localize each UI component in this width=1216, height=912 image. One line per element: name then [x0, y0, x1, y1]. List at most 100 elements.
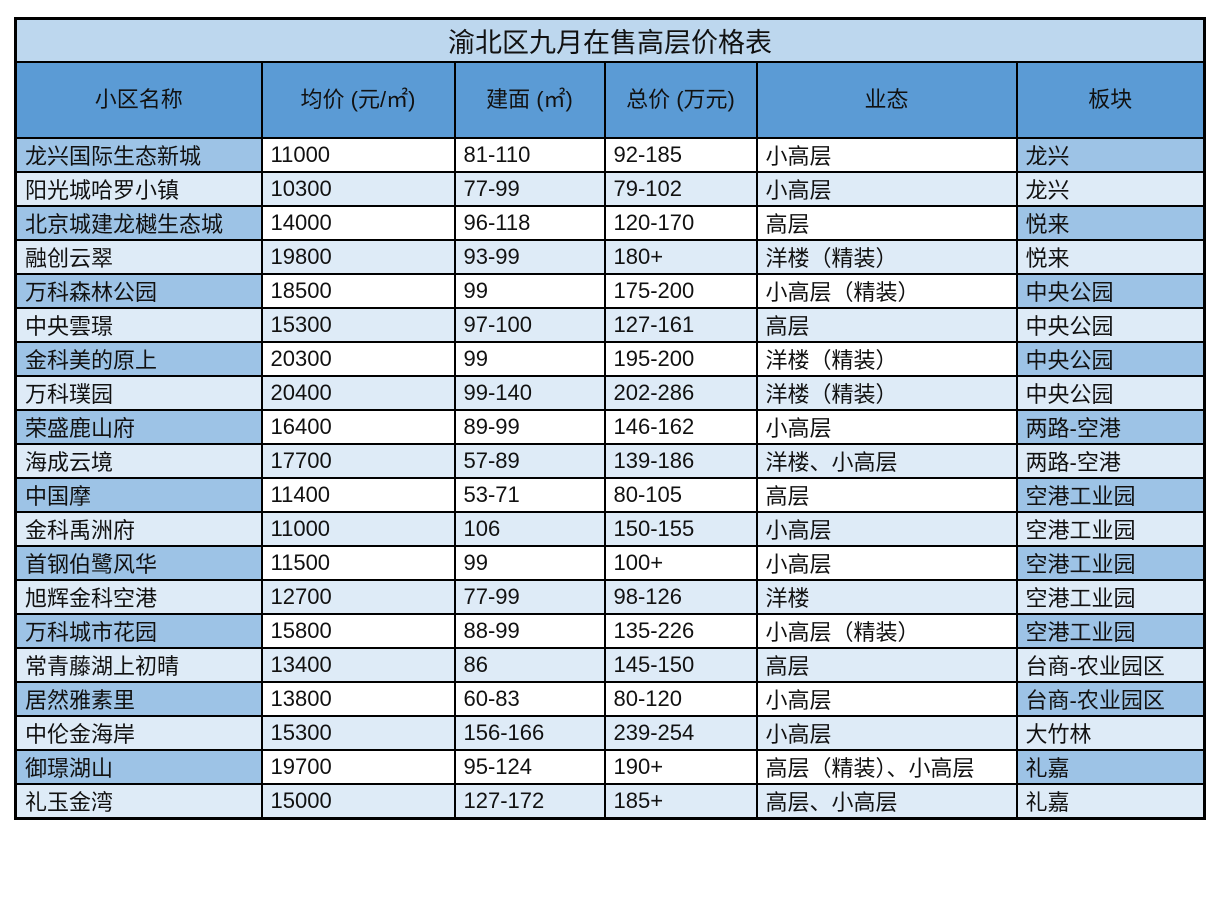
- cell-district: 礼嘉: [1015, 783, 1206, 820]
- cell-district: 台商-农业园区: [1015, 681, 1206, 717]
- table-row: 万科城市花园 15800 88-99 135-226 小高层（精装） 空港工业园: [14, 613, 1206, 649]
- cell-total-price: 80-105: [603, 477, 758, 513]
- cell-total-price: 98-126: [603, 579, 758, 615]
- cell-area: 97-100: [453, 307, 606, 343]
- cell-name: 万科森林公园: [14, 273, 263, 309]
- table-row: 北京城建龙樾生态城 14000 96-118 120-170 高层 悦来: [14, 205, 1206, 241]
- cell-name: 阳光城哈罗小镇: [14, 171, 263, 207]
- table-row: 中国摩 11400 53-71 80-105 高层 空港工业园: [14, 477, 1206, 513]
- cell-area: 93-99: [453, 239, 606, 275]
- cell-type: 高层（精装）、小高层: [755, 749, 1018, 785]
- cell-type: 高层: [755, 307, 1018, 343]
- table-row: 荣盛鹿山府 16400 89-99 146-162 小高层 两路-空港: [14, 409, 1206, 445]
- cell-area: 77-99: [453, 579, 606, 615]
- cell-name: 北京城建龙樾生态城: [14, 205, 263, 241]
- cell-type: 小高层: [755, 715, 1018, 751]
- table-row: 中央雲璟 15300 97-100 127-161 高层 中央公园: [14, 307, 1206, 343]
- cell-avg-price: 19800: [260, 239, 456, 275]
- cell-avg-price: 20400: [260, 375, 456, 411]
- cell-total-price: 92-185: [603, 137, 758, 173]
- cell-avg-price: 11000: [260, 137, 456, 173]
- cell-district: 中央公园: [1015, 273, 1206, 309]
- cell-name: 居然雅素里: [14, 681, 263, 717]
- cell-avg-price: 12700: [260, 579, 456, 615]
- cell-type: 高层: [755, 647, 1018, 683]
- column-header-total-price: 总价 (万元): [603, 61, 758, 139]
- cell-type: 小高层（精装）: [755, 613, 1018, 649]
- cell-total-price: 185+: [603, 783, 758, 820]
- cell-district: 空港工业园: [1015, 545, 1206, 581]
- cell-name: 海成云境: [14, 443, 263, 479]
- table-row: 常青藤湖上初晴 13400 86 145-150 高层 台商-农业园区: [14, 647, 1206, 683]
- cell-district: 礼嘉: [1015, 749, 1206, 785]
- table-row: 中伦金海岸 15300 156-166 239-254 小高层 大竹林: [14, 715, 1206, 751]
- cell-district: 两路-空港: [1015, 443, 1206, 479]
- cell-name: 常青藤湖上初晴: [14, 647, 263, 683]
- cell-total-price: 127-161: [603, 307, 758, 343]
- cell-district: 空港工业园: [1015, 477, 1206, 513]
- cell-total-price: 180+: [603, 239, 758, 275]
- cell-total-price: 135-226: [603, 613, 758, 649]
- table-row: 阳光城哈罗小镇 10300 77-99 79-102 小高层 龙兴: [14, 171, 1206, 207]
- cell-total-price: 120-170: [603, 205, 758, 241]
- table-row: 龙兴国际生态新城 11000 81-110 92-185 小高层 龙兴: [14, 137, 1206, 173]
- column-header-type: 业态: [755, 61, 1018, 139]
- cell-name: 旭辉金科空港: [14, 579, 263, 615]
- cell-avg-price: 17700: [260, 443, 456, 479]
- cell-total-price: 150-155: [603, 511, 758, 547]
- cell-type: 高层: [755, 477, 1018, 513]
- cell-avg-price: 14000: [260, 205, 456, 241]
- cell-avg-price: 16400: [260, 409, 456, 445]
- column-header-area: 建面 (㎡): [453, 61, 606, 139]
- cell-avg-price: 15300: [260, 715, 456, 751]
- cell-district: 悦来: [1015, 239, 1206, 275]
- cell-avg-price: 11500: [260, 545, 456, 581]
- cell-avg-price: 15800: [260, 613, 456, 649]
- cell-type: 洋楼: [755, 579, 1018, 615]
- cell-area: 99: [453, 341, 606, 377]
- cell-total-price: 79-102: [603, 171, 758, 207]
- cell-name: 万科璞园: [14, 375, 263, 411]
- table-row: 融创云翠 19800 93-99 180+ 洋楼（精装） 悦来: [14, 239, 1206, 275]
- cell-avg-price: 15300: [260, 307, 456, 343]
- cell-area: 127-172: [453, 783, 606, 820]
- table-title: 渝北区九月在售高层价格表: [14, 17, 1206, 63]
- column-header-avg-price: 均价 (元/㎡): [260, 61, 456, 139]
- cell-type: 小高层（精装）: [755, 273, 1018, 309]
- cell-avg-price: 20300: [260, 341, 456, 377]
- cell-total-price: 175-200: [603, 273, 758, 309]
- cell-type: 小高层: [755, 545, 1018, 581]
- table-row: 金科美的原上 20300 99 195-200 洋楼（精装） 中央公园: [14, 341, 1206, 377]
- cell-type: 小高层: [755, 681, 1018, 717]
- cell-type: 高层、小高层: [755, 783, 1018, 820]
- cell-type: 小高层: [755, 171, 1018, 207]
- cell-area: 99: [453, 545, 606, 581]
- cell-district: 龙兴: [1015, 171, 1206, 207]
- cell-type: 高层: [755, 205, 1018, 241]
- table-title-row: 渝北区九月在售高层价格表: [14, 17, 1206, 63]
- price-table: 渝北区九月在售高层价格表 小区名称 均价 (元/㎡) 建面 (㎡) 总价 (万元…: [14, 17, 1207, 820]
- cell-type: 洋楼、小高层: [755, 443, 1018, 479]
- cell-total-price: 145-150: [603, 647, 758, 683]
- cell-name: 万科城市花园: [14, 613, 263, 649]
- cell-total-price: 195-200: [603, 341, 758, 377]
- table-row: 金科禹洲府 11000 106 150-155 小高层 空港工业园: [14, 511, 1206, 547]
- cell-total-price: 202-286: [603, 375, 758, 411]
- cell-area: 60-83: [453, 681, 606, 717]
- cell-district: 台商-农业园区: [1015, 647, 1206, 683]
- cell-avg-price: 11400: [260, 477, 456, 513]
- cell-district: 中央公园: [1015, 341, 1206, 377]
- column-header-name: 小区名称: [14, 61, 263, 139]
- cell-avg-price: 11000: [260, 511, 456, 547]
- cell-name: 礼玉金湾: [14, 783, 263, 820]
- cell-avg-price: 13400: [260, 647, 456, 683]
- cell-district: 悦来: [1015, 205, 1206, 241]
- column-header-district: 板块: [1015, 61, 1206, 139]
- cell-name: 金科禹洲府: [14, 511, 263, 547]
- cell-total-price: 239-254: [603, 715, 758, 751]
- table-row: 礼玉金湾 15000 127-172 185+ 高层、小高层 礼嘉: [14, 783, 1206, 820]
- cell-avg-price: 19700: [260, 749, 456, 785]
- table-body: 龙兴国际生态新城 11000 81-110 92-185 小高层 龙兴 阳光城哈罗小镇 103…: [14, 137, 1206, 820]
- cell-avg-price: 18500: [260, 273, 456, 309]
- cell-district: 中央公园: [1015, 375, 1206, 411]
